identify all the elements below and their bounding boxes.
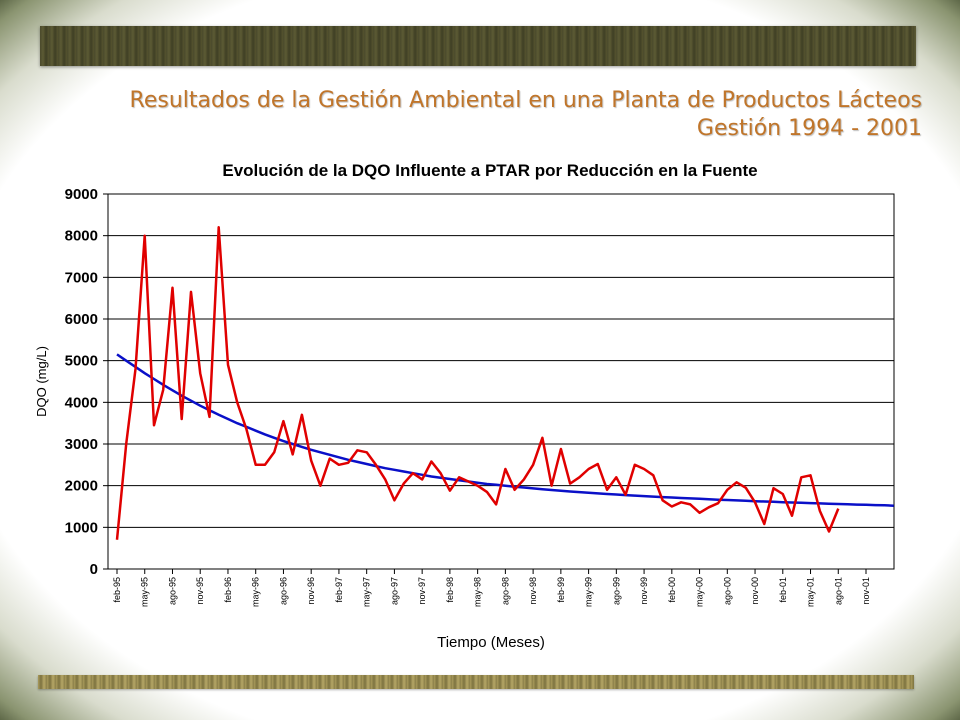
x-tick-label: may-98 (473, 577, 483, 607)
x-tick-label: may-01 (806, 577, 816, 607)
x-tick-label: feb-99 (556, 577, 566, 603)
x-tick-label: may-97 (362, 577, 372, 607)
decorative-bottom-band (38, 675, 914, 689)
x-tick-label: ago-95 (167, 577, 177, 605)
dqo-series-line (115, 226, 840, 540)
y-tick-label: 8000 (65, 228, 98, 245)
slide-header-line1: Resultados de la Gestión Ambiental en un… (129, 88, 922, 113)
slide-header-line2: Gestión 1994 - 2001 (696, 116, 922, 141)
x-tick-label: ago-96 (278, 577, 288, 605)
y-tick-label: 4000 (65, 394, 98, 411)
x-tick-label: may-96 (251, 577, 261, 607)
x-tick-label: ago-97 (389, 577, 399, 605)
x-tick-label: feb-01 (778, 577, 788, 603)
x-tick-label: feb-95 (112, 577, 122, 603)
x-axis-label: Tiempo (Meses) (437, 634, 545, 651)
x-tick-label: ago-99 (611, 577, 621, 605)
y-tick-label: 5000 (65, 353, 98, 370)
y-tick-label: 9000 (65, 186, 98, 203)
x-tick-label: feb-98 (445, 577, 455, 603)
y-tick-label: 3000 (65, 436, 98, 453)
x-tick-label: nov-97 (417, 577, 427, 605)
y-axis-label: DQO (mg/L) (34, 346, 49, 417)
y-tick-label: 2000 (65, 478, 98, 495)
x-tick-label: feb-00 (667, 577, 677, 603)
x-tick-label: nov-00 (750, 577, 760, 605)
chart-title: Evolución de la DQO Influente a PTAR por… (222, 161, 757, 180)
x-tick-label: feb-97 (334, 577, 344, 603)
plot-area (107, 193, 895, 570)
decorative-top-band (40, 26, 916, 66)
x-tick-label: may-00 (695, 577, 705, 607)
x-tick-label: may-95 (140, 577, 150, 607)
x-tick-label: ago-98 (500, 577, 510, 605)
x-tick-label: nov-98 (528, 577, 538, 605)
x-tick-label: nov-96 (306, 577, 316, 605)
y-tick-label: 0 (90, 561, 98, 578)
x-tick-label: may-99 (584, 577, 594, 607)
x-tick-label: feb-96 (223, 577, 233, 603)
x-tick-label: ago-01 (833, 577, 843, 605)
x-tick-label: nov-95 (195, 577, 205, 605)
y-tick-label: 1000 (65, 519, 98, 536)
y-tick-label: 7000 (65, 269, 98, 286)
y-tick-label: 6000 (65, 311, 98, 328)
x-tick-label: ago-00 (722, 577, 732, 605)
x-tick-label: nov-99 (639, 577, 649, 605)
x-tick-label: nov-01 (861, 577, 871, 605)
